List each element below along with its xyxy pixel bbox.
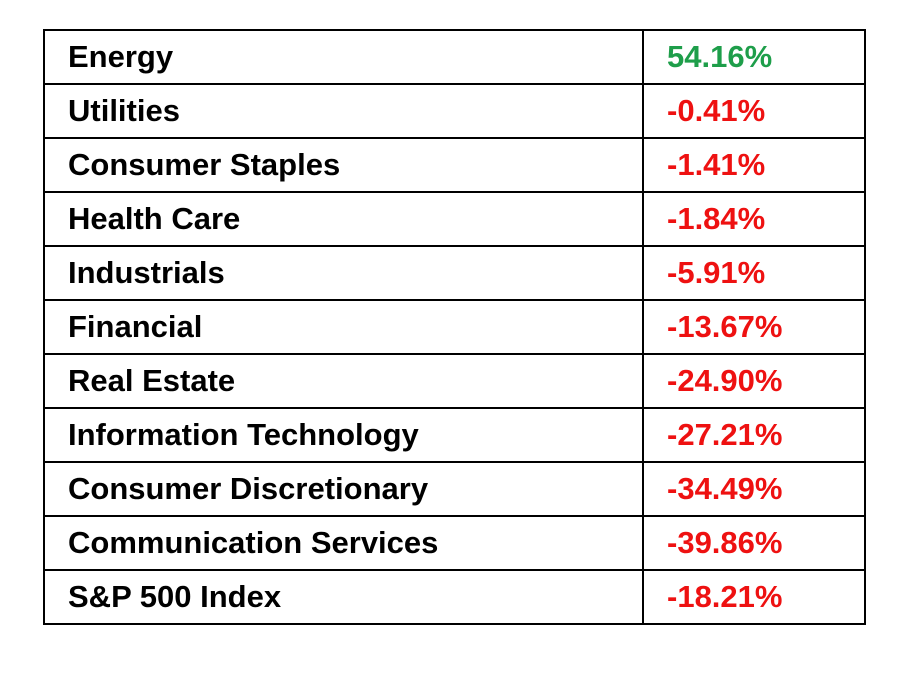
table-row: Financial -13.67% [43,299,866,355]
sector-table: Energy 54.16% Utilities -0.41% Consumer Stap… [43,29,866,625]
sector-name: Real Estate [43,353,644,409]
table-row: Consumer Staples -1.41% [43,137,866,193]
sector-change: -24.90% [642,353,866,409]
sector-change: -27.21% [642,407,866,463]
table-row: Industrials -5.91% [43,245,866,301]
table-row: Energy 54.16% [43,29,866,85]
table-row: S&P 500 Index -18.21% [43,569,866,625]
sector-change: -18.21% [642,569,866,625]
table-body: Energy 54.16% Utilities -0.41% Consumer Stap… [43,29,866,625]
sector-name: Industrials [43,245,644,301]
sector-name: Consumer Discretionary [43,461,644,517]
sector-name: Consumer Staples [43,137,644,193]
table-row: Information Technology -27.21% [43,407,866,463]
sector-change: 54.16% [642,29,866,85]
sector-change: -34.49% [642,461,866,517]
sector-name: S&P 500 Index [43,569,644,625]
sector-change: -0.41% [642,83,866,139]
sector-name: Financial [43,299,644,355]
sector-name: Information Technology [43,407,644,463]
sector-change: -1.41% [642,137,866,193]
table-row: Real Estate -24.90% [43,353,866,409]
sector-name: Health Care [43,191,644,247]
sector-change: -5.91% [642,245,866,301]
sector-name: Utilities [43,83,644,139]
sector-change: -39.86% [642,515,866,571]
table-row: Communication Services -39.86% [43,515,866,571]
table-row: Consumer Discretionary -34.49% [43,461,866,517]
table-row: Utilities -0.41% [43,83,866,139]
table-row: Health Care -1.84% [43,191,866,247]
sector-change: -1.84% [642,191,866,247]
sector-change: -13.67% [642,299,866,355]
sector-name: Communication Services [43,515,644,571]
sector-name: Energy [43,29,644,85]
